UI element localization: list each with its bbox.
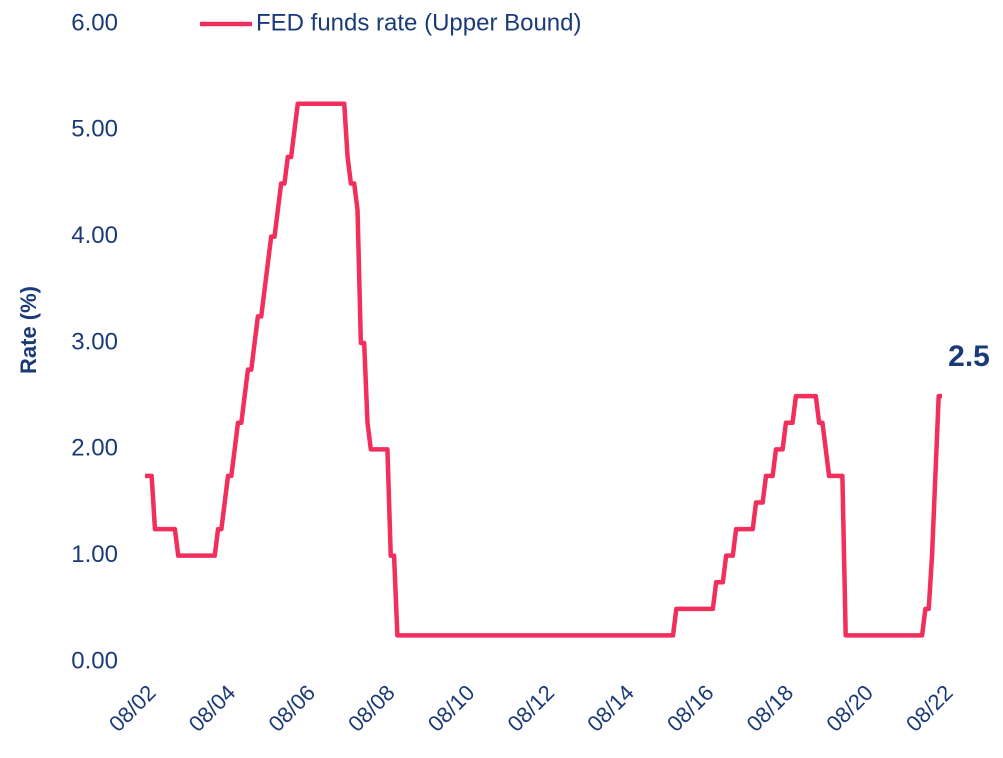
x-tick-label: 08/08 <box>343 680 400 737</box>
y-tick-label: 3.00 <box>71 328 118 355</box>
legend-label: FED funds rate (Upper Bound) <box>256 9 582 36</box>
y-axis-label: Rate (%) <box>16 286 41 374</box>
annotation: 2.5 <box>948 340 990 373</box>
x-tick-label: 08/10 <box>423 680 480 737</box>
x-tick-label: 08/14 <box>582 680 639 737</box>
x-tick-label: 08/22 <box>901 680 958 737</box>
y-tick-label: 1.00 <box>71 541 118 568</box>
x-tick-label: 08/02 <box>104 680 161 737</box>
x-tick-label: 08/16 <box>662 680 719 737</box>
y-tick-label: 4.00 <box>71 222 118 249</box>
y-tick-label: 2.00 <box>71 435 118 462</box>
x-tick-label: 08/20 <box>821 680 878 737</box>
line <box>145 101 942 638</box>
x-tick-label: 08/06 <box>263 680 320 737</box>
y-tick-label: 0.00 <box>71 647 118 674</box>
x-tick-label: 08/12 <box>503 680 560 737</box>
x-tick-label: 08/18 <box>742 680 799 737</box>
y-tick-label: 5.00 <box>71 116 118 143</box>
y-tick-label: 6.00 <box>71 9 118 36</box>
x-tick-label: 08/04 <box>184 680 241 737</box>
